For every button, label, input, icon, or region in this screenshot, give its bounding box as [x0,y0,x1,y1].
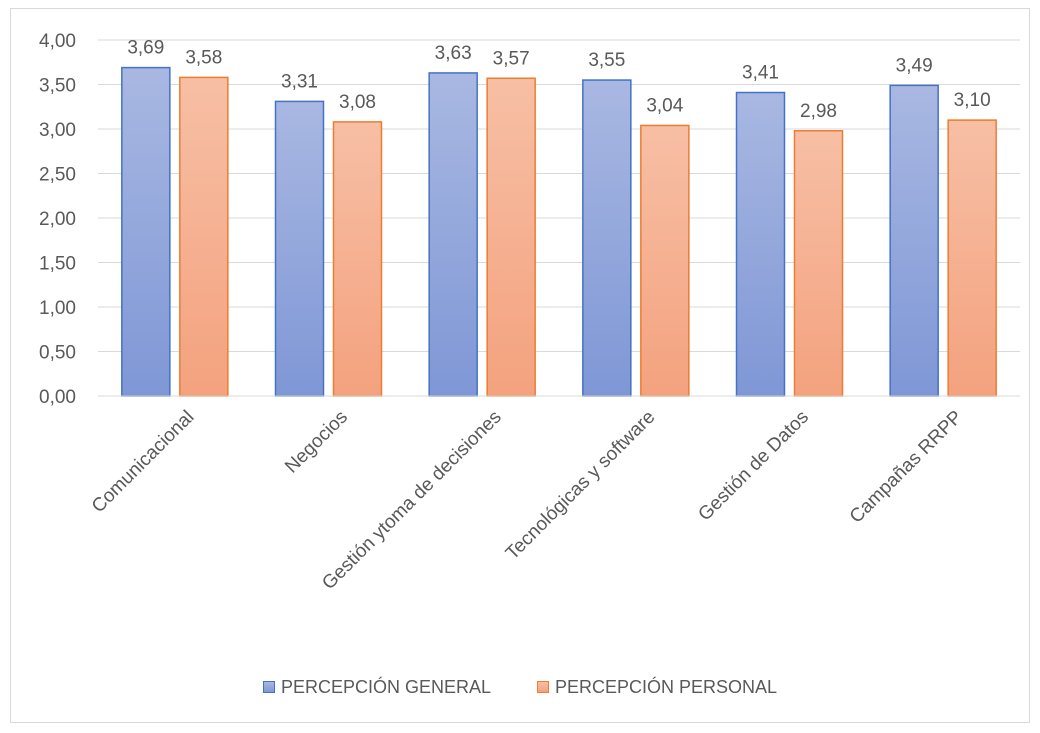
category-label: Campañas RRPP [846,407,967,528]
data-label: 3,49 [896,55,933,76]
y-tick-label: 1,50 [39,254,76,275]
category-label: Gestión ytoma de decisiones [318,407,505,594]
bar-personal [332,121,383,397]
chart-legend: PERCEPCIÓN GENERAL PERCEPCIÓN PERSONAL [0,672,1040,702]
data-label: 3,10 [954,90,991,111]
category-label: Gestión de Datos [694,407,813,526]
data-label: 3,31 [281,71,318,92]
y-tick-label: 0,50 [39,343,76,364]
bar-general [428,72,478,397]
data-label: 3,58 [185,47,222,68]
bar-personal [947,119,997,397]
y-tick-label: 0,00 [39,387,76,408]
category-label: Tecnológicas y software [502,407,659,564]
legend-item-general: PERCEPCIÓN GENERAL [262,676,491,698]
y-tick-label: 3,00 [39,120,76,141]
legend-swatch-personal [537,681,549,693]
data-label: 3,63 [435,43,472,64]
bar-general [889,84,939,397]
data-label: 3,55 [588,50,625,71]
y-tick-label: 3,50 [39,76,76,97]
data-label: 3,08 [339,92,376,113]
category-label: Comunicacional [88,407,198,517]
y-tick-label: 2,00 [39,209,76,230]
bar-general [274,100,325,397]
category-label: Negocios [281,407,352,478]
bar-personal [486,77,536,397]
bar-personal [179,76,229,397]
y-tick-label: 4,00 [39,31,76,52]
legend-label-personal: PERCEPCIÓN PERSONAL [555,676,778,697]
legend-label-general: PERCEPCIÓN GENERAL [280,676,491,697]
legend-item-personal: PERCEPCIÓN PERSONAL [537,677,777,698]
bar-personal [640,124,690,397]
legend-swatch-general [262,681,275,693]
bar-general [121,66,171,397]
data-label: 3,04 [646,95,683,116]
y-tick-label: 1,00 [39,298,76,319]
data-label: 3,57 [493,48,530,69]
data-label: 3,41 [742,63,779,84]
bar-general [735,91,786,397]
data-label: 3,69 [127,38,164,59]
y-tick-label: 2,50 [39,165,76,186]
bar-personal [793,130,844,397]
bar-general [582,79,632,397]
data-label: 2,98 [800,101,837,122]
